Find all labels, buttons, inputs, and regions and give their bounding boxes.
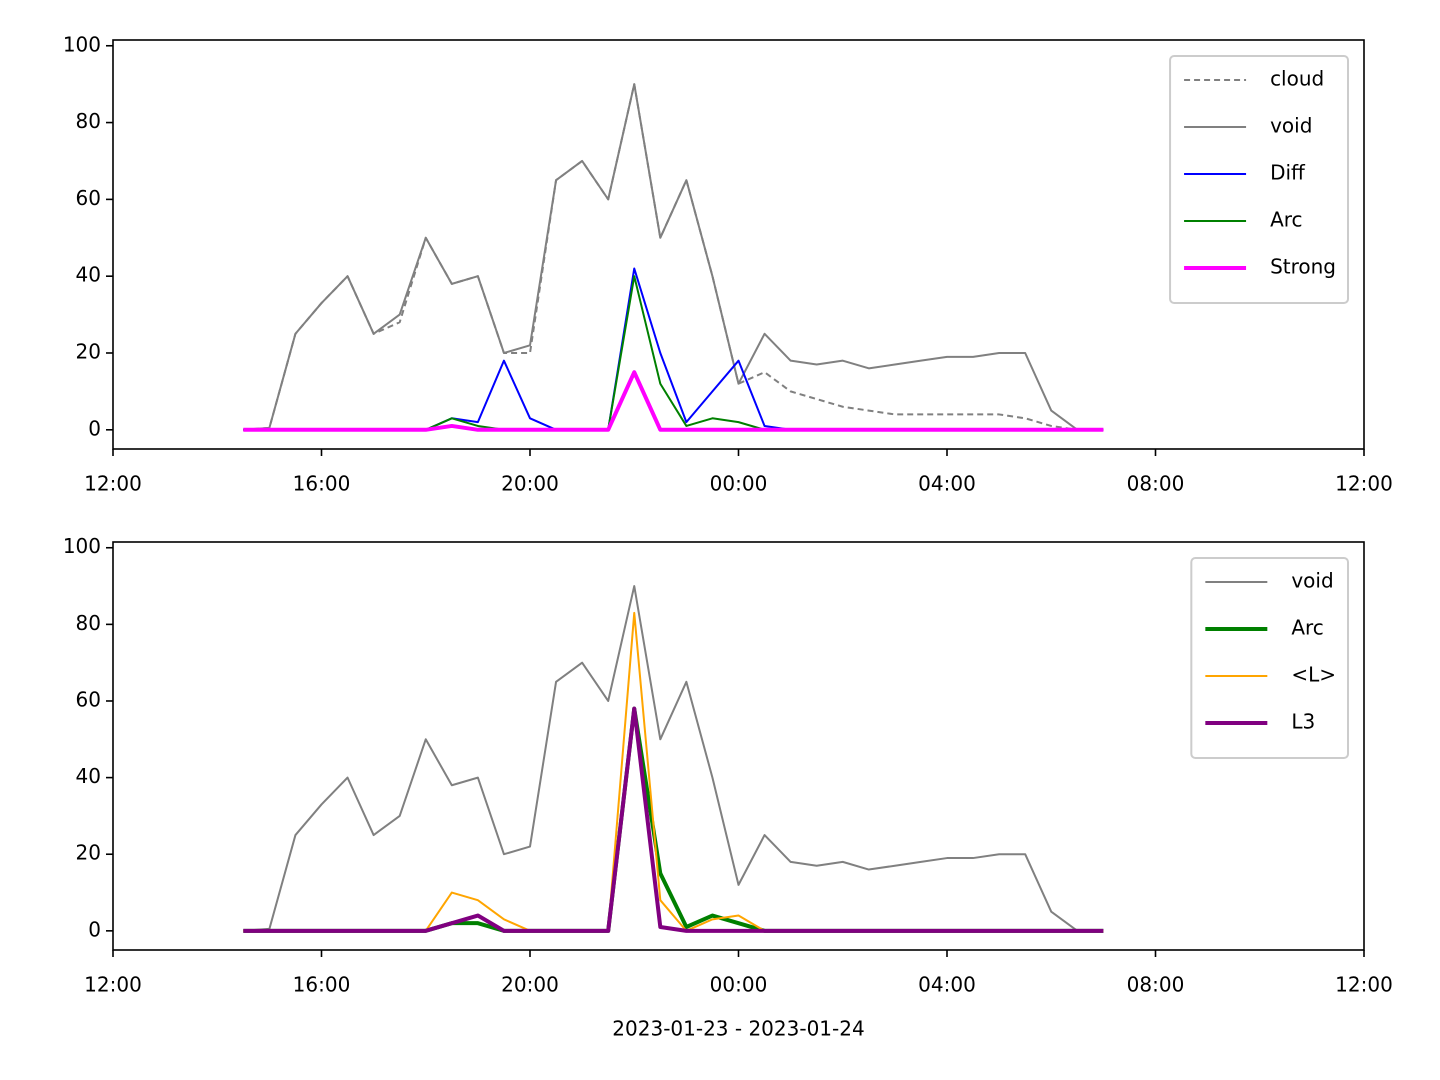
y-tick-label: 80 [76, 611, 101, 635]
x-tick-label: 08:00 [1127, 973, 1185, 997]
x-tick-label: 12:00 [84, 472, 142, 496]
axes: 0 20 40 60 80 100 12:00 16:00 20:00 00:00 04:00 08:… [63, 32, 1393, 495]
y-tick-label: 0 [88, 917, 101, 941]
legend-label: void [1291, 569, 1333, 593]
series-line [243, 275, 1104, 431]
series-line [243, 83, 1104, 431]
x-tick-label: 12:00 [1335, 973, 1393, 997]
y-tick-label: 20 [76, 841, 101, 865]
legend: void Arc <L> L3 [1190, 557, 1349, 759]
x-tick-label: 12:00 [84, 973, 142, 997]
series-line [243, 370, 1104, 432]
legend-label: <L> [1291, 663, 1336, 687]
legend: cloud void Diff Arc Strong [1169, 55, 1349, 304]
series-line [243, 611, 1104, 932]
legend-label: L3 [1291, 710, 1315, 734]
legend-label: Diff [1270, 161, 1306, 185]
x-tick-label: 08:00 [1127, 472, 1185, 496]
x-tick-label: 16:00 [293, 973, 351, 997]
legend-label: Strong [1270, 255, 1336, 279]
y-tick-label: 40 [76, 764, 101, 788]
series-line [243, 83, 1104, 431]
y-tick-label: 60 [76, 186, 101, 210]
x-tick-label: 20:00 [501, 973, 559, 997]
x-tick-label: 00:00 [710, 973, 768, 997]
x-tick-label: 20:00 [501, 472, 559, 496]
x-tick-label: 12:00 [1335, 472, 1393, 496]
x-axis-label: 2023-01-23 - 2023-01-24 [612, 1017, 864, 1041]
axes-frame [112, 541, 1365, 951]
y-tick-label: 40 [76, 263, 101, 287]
legend-label: void [1270, 114, 1312, 138]
x-tick-label: 00:00 [710, 472, 768, 496]
series-line [243, 706, 1104, 933]
series-line [243, 706, 1104, 933]
x-tick-label: 04:00 [918, 472, 976, 496]
axes-frame [112, 39, 1365, 450]
y-tick-label: 100 [63, 534, 101, 558]
x-tick-label: 04:00 [918, 973, 976, 997]
legend-box [1169, 55, 1349, 304]
y-tick-label: 60 [76, 687, 101, 711]
legend-label: Arc [1270, 208, 1302, 232]
axes: 0 20 40 60 80 100 12:00 16:00 20:00 00:00 04:00 08:… [63, 534, 1393, 996]
y-tick-label: 0 [88, 416, 101, 440]
legend-label: cloud [1270, 67, 1324, 91]
y-tick-label: 80 [76, 109, 101, 133]
y-tick-label: 20 [76, 339, 101, 363]
legend-label: Arc [1291, 616, 1323, 640]
y-tick-label: 100 [63, 32, 101, 56]
x-tick-label: 16:00 [293, 472, 351, 496]
series-line [243, 585, 1104, 932]
legend-box [1190, 557, 1349, 759]
